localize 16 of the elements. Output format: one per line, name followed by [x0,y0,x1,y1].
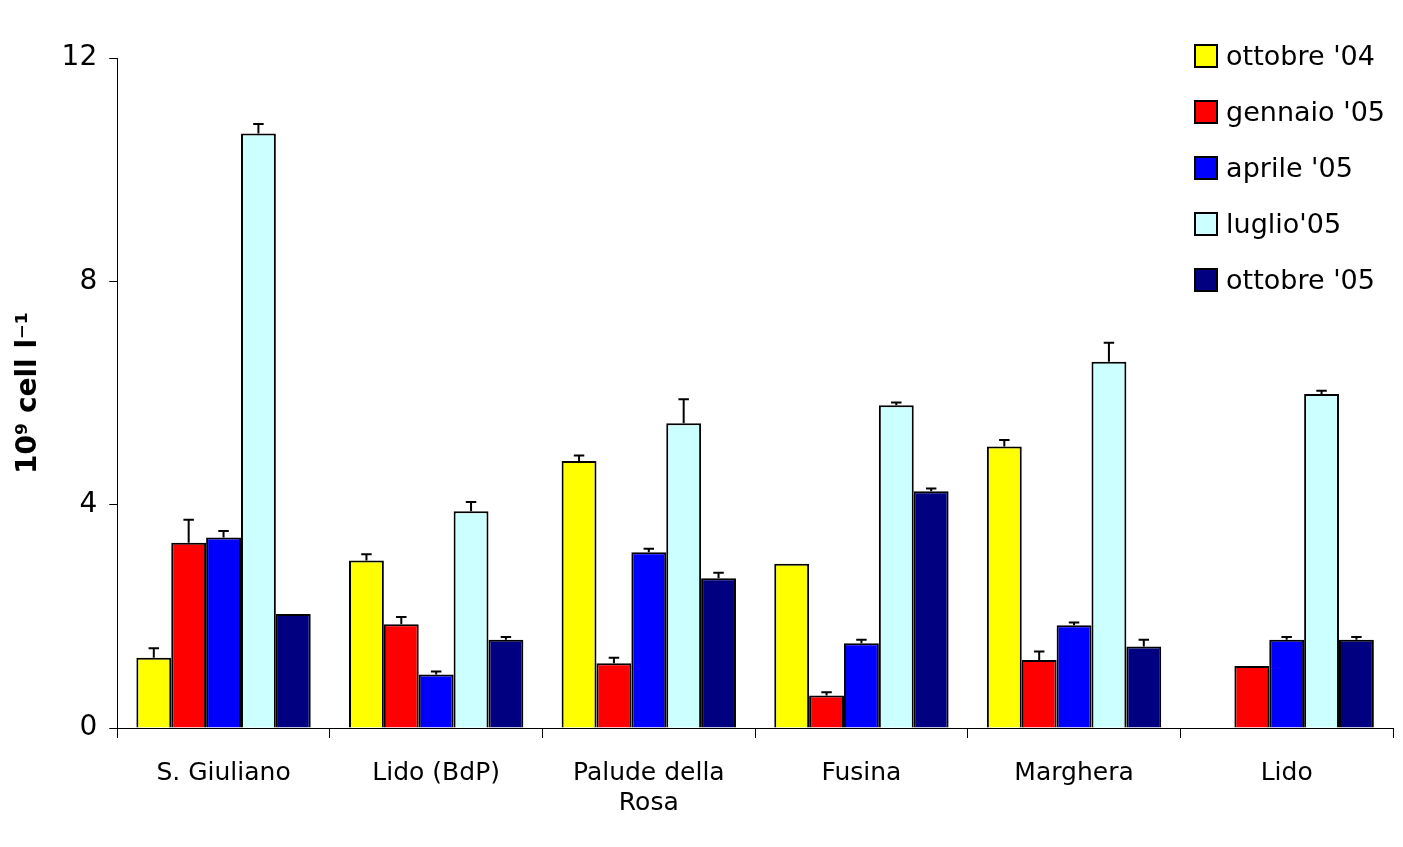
x-tick-label: Fusina [821,756,902,786]
legend-label: ottobre '05 [1226,263,1375,297]
y-tick-label: 12 [61,39,98,73]
x-tick-label: Palude della Rosa [572,756,725,816]
y-tick-label: 4 [79,485,98,519]
x-tick-label: Marghera [1014,756,1134,786]
x-tick-label: S. Giuliano [156,756,291,786]
x-tick-label: Lido [1260,756,1313,786]
legend-label: gennaio '05 [1226,95,1385,129]
y-axis-title: 10⁹ cell l⁻¹ [10,311,44,475]
y-tick-label: 8 [79,262,98,296]
y-tick-label: 0 [79,709,98,743]
legend-label: ottobre '04 [1226,39,1375,73]
legend-label: luglio'05 [1226,207,1342,241]
x-tick-label: Lido (BdP) [372,756,500,786]
legend-label: aprile '05 [1226,151,1353,185]
